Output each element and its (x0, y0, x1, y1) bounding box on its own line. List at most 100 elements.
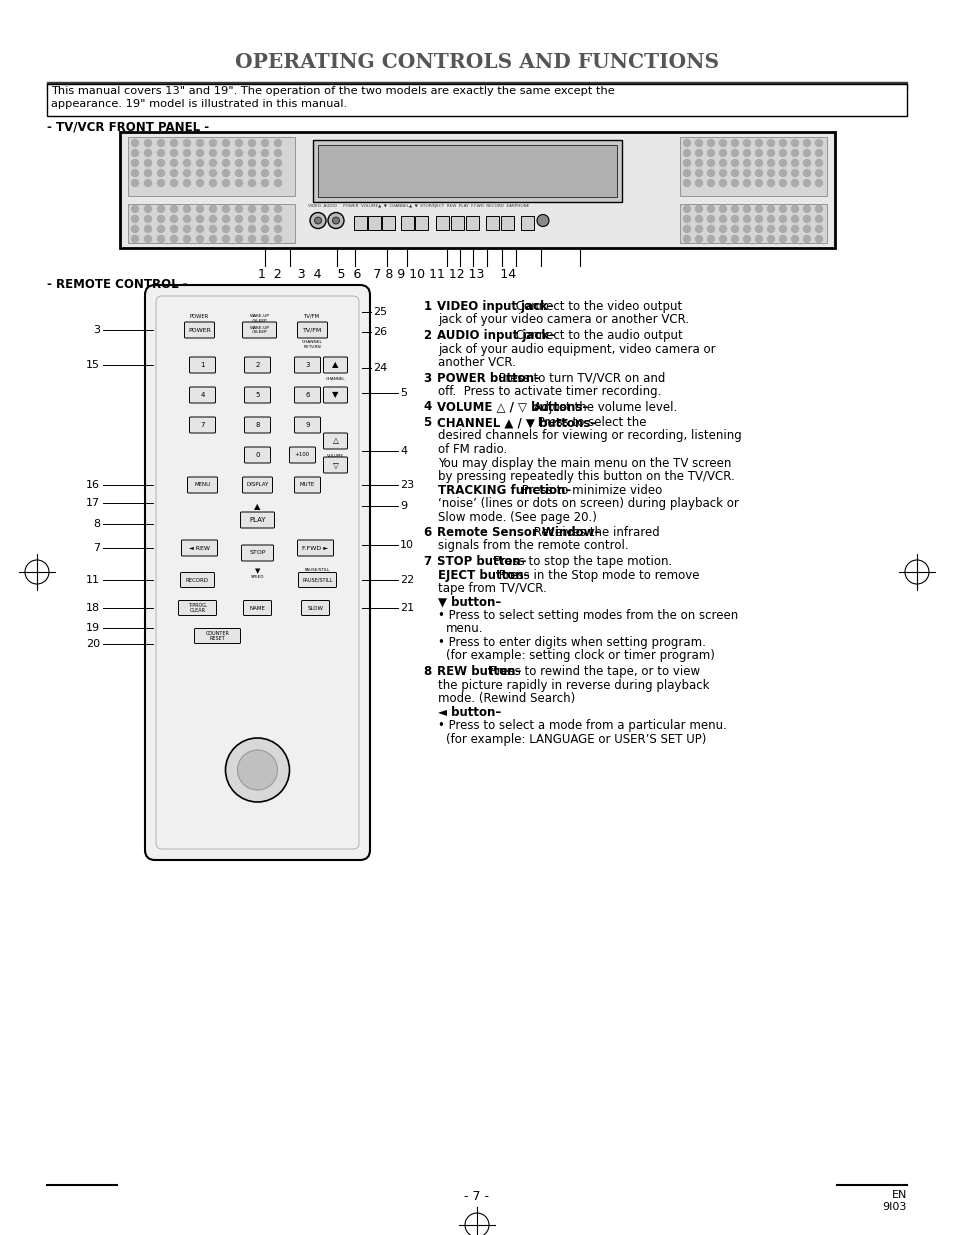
Circle shape (695, 140, 701, 147)
Circle shape (767, 205, 774, 212)
Text: 11: 11 (86, 576, 100, 585)
Bar (47, 86, 906, 89)
Circle shape (210, 226, 216, 232)
Text: ◄ button–: ◄ button– (437, 705, 500, 719)
FancyBboxPatch shape (294, 357, 320, 373)
Circle shape (802, 169, 810, 177)
Circle shape (755, 226, 761, 232)
Circle shape (707, 226, 714, 232)
FancyBboxPatch shape (188, 477, 217, 493)
Circle shape (196, 149, 203, 157)
Text: T-PROG.
CLEAR: T-PROG. CLEAR (188, 603, 207, 614)
Text: 1: 1 (200, 362, 205, 368)
Circle shape (274, 236, 281, 242)
Text: jack of your audio equipment, video camera or: jack of your audio equipment, video came… (437, 342, 715, 356)
Text: ▽: ▽ (333, 461, 338, 469)
Circle shape (731, 226, 738, 232)
Circle shape (171, 179, 177, 186)
Circle shape (779, 140, 785, 147)
Circle shape (274, 149, 281, 157)
Circle shape (742, 169, 750, 177)
Circle shape (222, 205, 230, 212)
Text: 16: 16 (86, 480, 100, 490)
Text: 0: 0 (255, 452, 259, 458)
Circle shape (132, 236, 138, 242)
Circle shape (248, 236, 255, 242)
FancyBboxPatch shape (289, 447, 315, 463)
Circle shape (731, 215, 738, 222)
Text: 7: 7 (92, 543, 100, 553)
Circle shape (707, 169, 714, 177)
Text: 9: 9 (305, 422, 310, 429)
Circle shape (707, 205, 714, 212)
Circle shape (144, 140, 152, 147)
Circle shape (682, 149, 690, 157)
Circle shape (310, 212, 326, 228)
Text: 8: 8 (423, 664, 440, 678)
Text: 26: 26 (373, 327, 387, 337)
Circle shape (791, 205, 798, 212)
Circle shape (274, 215, 281, 222)
Text: - TV/VCR FRONT PANEL -: - TV/VCR FRONT PANEL - (47, 120, 209, 133)
Text: desired channels for viewing or recording, listening: desired channels for viewing or recordin… (437, 430, 741, 442)
Circle shape (815, 149, 821, 157)
Circle shape (171, 149, 177, 157)
Bar (47, 82, 906, 86)
Text: 7: 7 (423, 555, 440, 568)
Circle shape (183, 159, 191, 167)
Circle shape (755, 205, 761, 212)
Circle shape (682, 205, 690, 212)
Circle shape (695, 226, 701, 232)
FancyBboxPatch shape (184, 322, 214, 338)
Text: RECORD: RECORD (186, 578, 209, 583)
Text: Press to select the: Press to select the (534, 416, 646, 429)
Circle shape (682, 236, 690, 242)
Text: ▼: ▼ (332, 390, 338, 399)
Circle shape (719, 236, 726, 242)
Text: Press to rewind the tape, or to view: Press to rewind the tape, or to view (485, 664, 700, 678)
Text: the picture rapidly in reverse during playback: the picture rapidly in reverse during pl… (437, 678, 709, 692)
Circle shape (157, 140, 164, 147)
Circle shape (171, 140, 177, 147)
FancyBboxPatch shape (294, 417, 320, 433)
Circle shape (791, 140, 798, 147)
Text: SPEED: SPEED (251, 576, 264, 579)
Circle shape (183, 215, 191, 222)
Circle shape (157, 215, 164, 222)
Circle shape (261, 179, 268, 186)
Text: 3: 3 (92, 325, 100, 335)
Circle shape (274, 205, 281, 212)
Circle shape (742, 205, 750, 212)
Bar (400, 216, 414, 230)
FancyBboxPatch shape (190, 387, 215, 403)
Circle shape (695, 179, 701, 186)
Text: PAUSE/STILL: PAUSE/STILL (304, 568, 330, 572)
Text: 4: 4 (423, 400, 440, 414)
FancyBboxPatch shape (178, 600, 216, 615)
Text: CHANNEL
RETURN: CHANNEL RETURN (302, 340, 323, 348)
Circle shape (537, 215, 548, 226)
Circle shape (791, 236, 798, 242)
Text: F.FWD ►: F.FWD ► (302, 546, 328, 551)
Circle shape (132, 179, 138, 186)
FancyBboxPatch shape (294, 387, 320, 403)
Circle shape (802, 149, 810, 157)
Circle shape (248, 140, 255, 147)
Circle shape (742, 159, 750, 167)
Circle shape (695, 159, 701, 167)
Text: - 7 -: - 7 - (464, 1191, 489, 1203)
Circle shape (682, 140, 690, 147)
Text: Press to turn TV/VCR on and: Press to turn TV/VCR on and (495, 372, 664, 384)
Text: REW button–: REW button– (436, 664, 521, 678)
Circle shape (802, 140, 810, 147)
Text: AUDIO input jack–: AUDIO input jack– (436, 329, 555, 342)
Circle shape (157, 236, 164, 242)
Circle shape (210, 159, 216, 167)
Circle shape (157, 159, 164, 167)
Text: 21: 21 (399, 603, 414, 613)
FancyBboxPatch shape (297, 322, 327, 338)
Text: POWER: POWER (190, 314, 209, 319)
FancyBboxPatch shape (323, 387, 347, 403)
Circle shape (235, 169, 242, 177)
Circle shape (235, 236, 242, 242)
